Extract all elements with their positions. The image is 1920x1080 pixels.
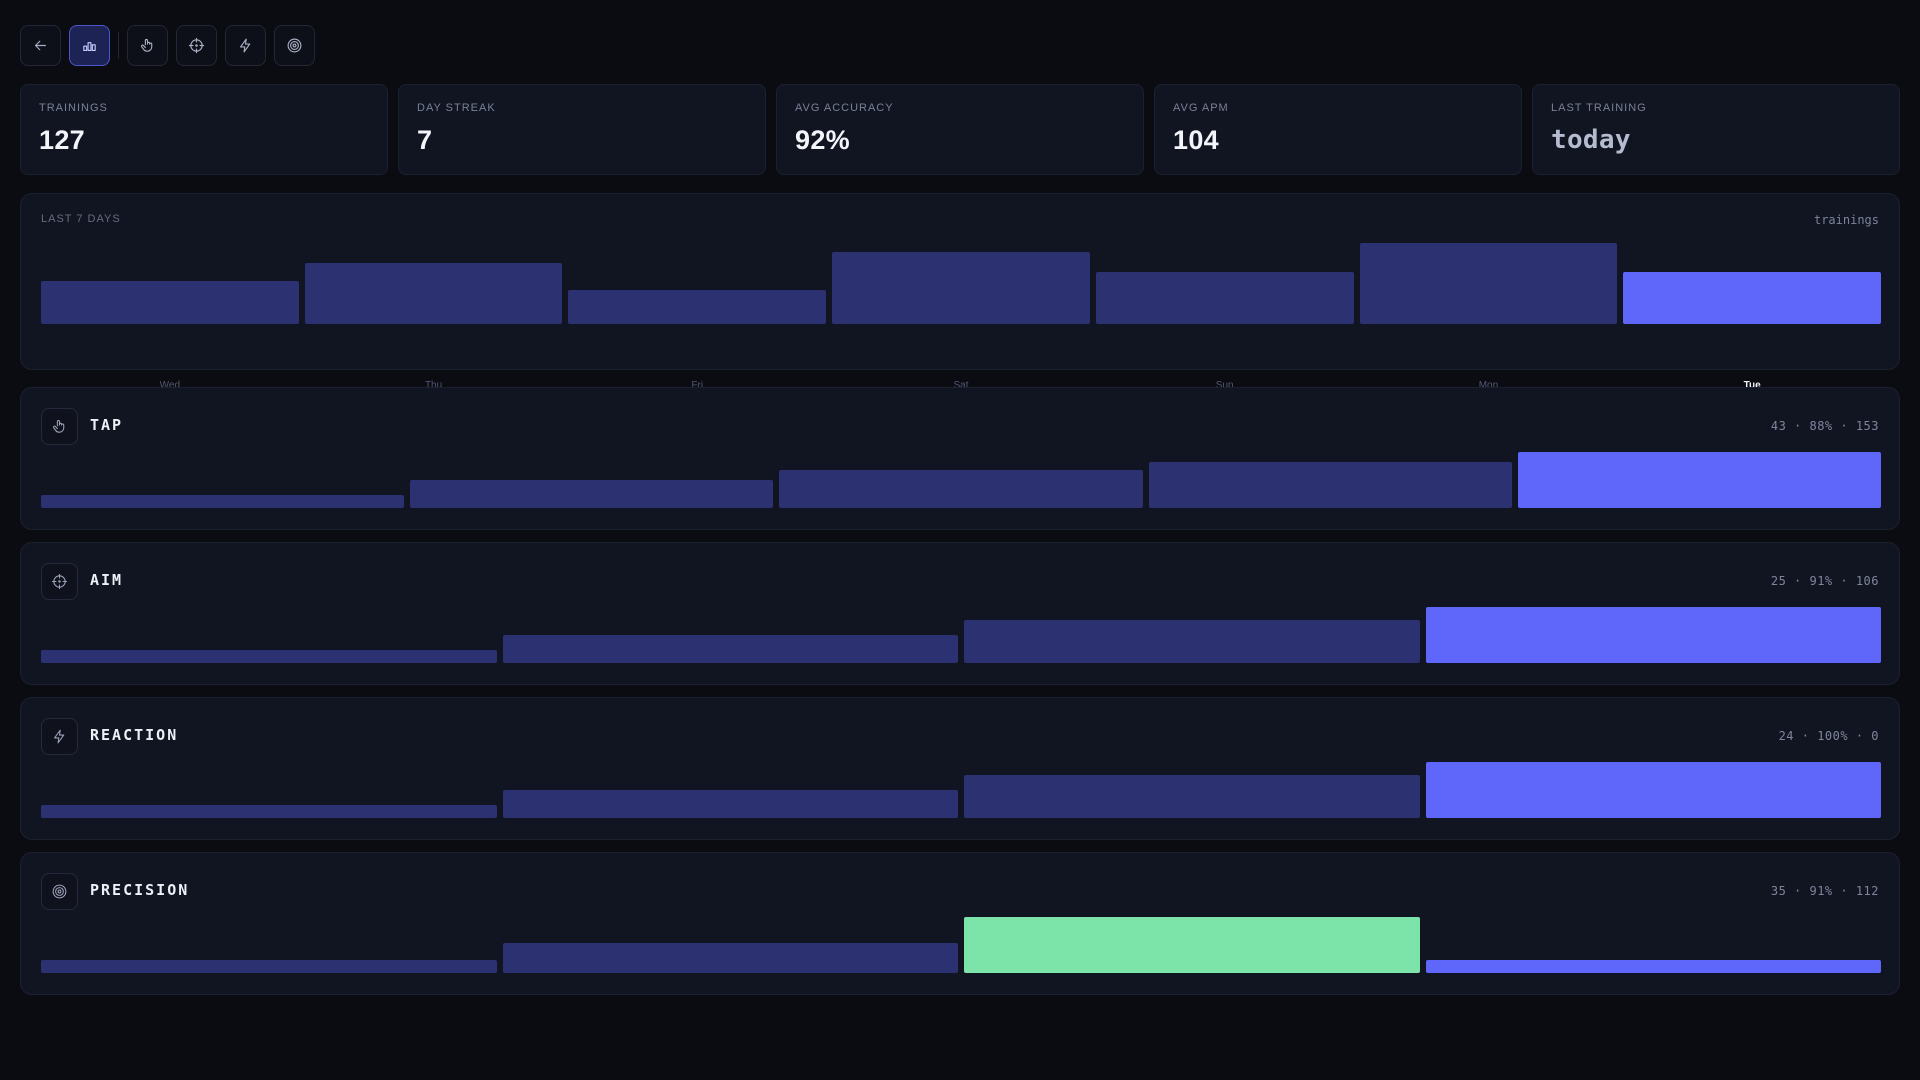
- session-bar: [41, 494, 405, 508]
- day-bar-sun: [1095, 271, 1354, 324]
- stat-label: DAY STREAK: [417, 102, 496, 114]
- back-arrow-icon: [34, 40, 47, 50]
- session-bar: [964, 917, 1420, 973]
- stats-tab-button[interactable]: [69, 24, 110, 66]
- game-row-tap[interactable]: TAP 43 · 88% · 153: [20, 387, 1900, 530]
- stat-card-avg-apm: AVG APM 104: [1154, 84, 1522, 175]
- session-bar: [1148, 462, 1512, 508]
- game-bars: [41, 917, 1881, 973]
- tap-game-icon-box: [41, 408, 78, 445]
- precision-game-icon-box: [41, 873, 78, 910]
- day-label: Wed: [159, 380, 181, 391]
- stat-value: 92%: [795, 125, 850, 155]
- lightning-icon: [54, 729, 65, 744]
- crosshair-icon: [188, 37, 205, 53]
- game-name: TAP: [90, 416, 124, 434]
- stat-card-day-streak: DAY STREAK 7: [398, 84, 766, 175]
- session-bar: [502, 789, 958, 818]
- precision-game-button[interactable]: [274, 24, 315, 66]
- session-bar: [964, 620, 1420, 663]
- day-bar-sat: [832, 252, 1090, 324]
- weekly-bars: Wed Thu Fri Sat Sun Mon Tue: [41, 242, 1881, 391]
- back-button[interactable]: [20, 24, 61, 66]
- day-bar-fri: [568, 289, 827, 324]
- toolbar: [20, 24, 323, 66]
- session-bar: [1425, 607, 1881, 663]
- stat-card-avg-accuracy: AVG ACCURACY 92%: [776, 84, 1144, 175]
- day-bar-wed: [41, 280, 299, 324]
- hand-pointer-icon: [53, 419, 65, 433]
- bar-chart-icon: [83, 41, 96, 51]
- session-bar: [1517, 452, 1881, 508]
- session-bar: [41, 959, 497, 973]
- session-bar: [964, 775, 1420, 818]
- session-bar: [41, 649, 497, 663]
- session-bar: [1425, 762, 1881, 818]
- stat-value: 127: [39, 125, 85, 155]
- game-bars: [41, 762, 1881, 818]
- day-label: Thu: [424, 380, 443, 391]
- stat-card-trainings: TRAININGS 127: [20, 84, 388, 175]
- stat-label: TRAININGS: [39, 102, 108, 114]
- lightning-icon: [239, 38, 251, 52]
- chart-unit-label: trainings: [1813, 213, 1879, 227]
- stat-value: 104: [1173, 125, 1219, 155]
- day-label: Sat: [953, 380, 969, 391]
- game-name: PRECISION: [90, 881, 190, 899]
- toolbar-divider: [118, 32, 119, 58]
- day-bar-tue: [1623, 271, 1881, 324]
- session-bar: [410, 479, 774, 508]
- hand-pointer-icon: [141, 38, 153, 52]
- reaction-game-icon-box: [41, 718, 78, 755]
- stat-card-last-training: LAST TRAINING today: [1532, 84, 1900, 175]
- target-icon: [52, 884, 67, 899]
- session-bar: [502, 943, 958, 973]
- game-stats: 25 · 91% · 106: [1770, 574, 1879, 588]
- game-bars: [41, 452, 1881, 508]
- game-row-reaction[interactable]: REACTION 24 · 100% · 0: [20, 697, 1900, 840]
- aim-game-button[interactable]: [176, 24, 217, 66]
- stat-label: LAST TRAINING: [1551, 102, 1647, 114]
- session-bar: [779, 470, 1143, 508]
- stat-value: today: [1551, 125, 1631, 155]
- game-stats: 24 · 100% · 0: [1778, 729, 1879, 743]
- game-row-aim[interactable]: AIM 25 · 91% · 106: [20, 542, 1900, 685]
- game-row-precision[interactable]: PRECISION 35 · 91% · 112: [20, 852, 1900, 995]
- day-bar-mon: [1359, 243, 1618, 324]
- day-label: Tue: [1743, 380, 1761, 391]
- target-icon: [287, 38, 302, 52]
- stat-value: 7: [417, 125, 433, 155]
- session-bar: [41, 804, 497, 818]
- crosshair-icon: [51, 573, 68, 590]
- aim-game-icon-box: [41, 563, 78, 600]
- summary-stats: TRAININGS 127 DAY STREAK 7 AVG ACCURACY …: [20, 84, 1900, 175]
- day-bar-thu: [304, 262, 563, 324]
- game-stats: 35 · 91% · 112: [1770, 884, 1879, 898]
- game-name: REACTION: [90, 726, 179, 744]
- day-label: Sun: [1215, 380, 1234, 391]
- tap-game-button[interactable]: [127, 24, 168, 66]
- day-label: Fri: [691, 380, 704, 391]
- chart-title: LAST 7 DAYS: [41, 213, 121, 225]
- day-label: Mon: [1478, 380, 1499, 391]
- reaction-game-button[interactable]: [225, 24, 266, 66]
- weekly-activity-chart: LAST 7 DAYS trainings Wed Thu Fri Sat Sun Mon…: [20, 193, 1900, 391]
- game-name: AIM: [90, 571, 124, 589]
- stat-label: AVG APM: [1173, 102, 1229, 114]
- stat-label: AVG ACCURACY: [795, 102, 894, 114]
- session-bar: [1425, 959, 1881, 973]
- game-stats: 43 · 88% · 153: [1770, 419, 1879, 433]
- game-bars: [41, 607, 1881, 663]
- session-bar: [502, 634, 958, 663]
